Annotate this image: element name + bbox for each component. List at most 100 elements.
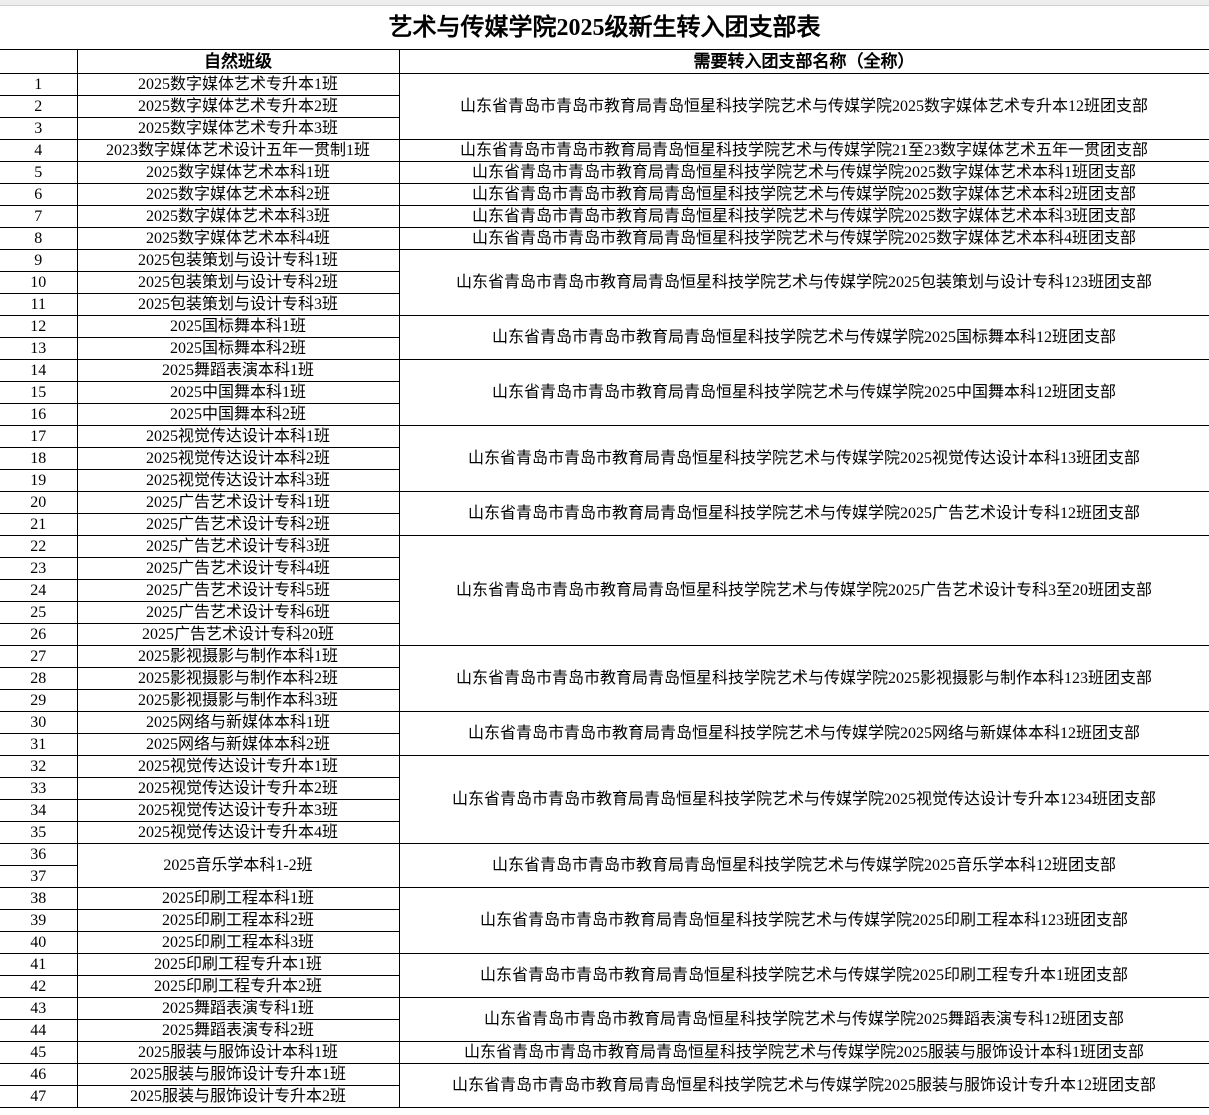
branch-cell: 山东省青岛市青岛市教育局青岛恒星科技学院艺术与传媒学院2025广告艺术设计专科1… [398, 491, 1209, 536]
table-row: 3 2025数字媒体艺术专升本3班 [0, 117, 1209, 140]
table-row: 17 2025视觉传达设计本科1班 山东省青岛市青岛市教育局青岛恒星科技学院艺术与传… [0, 425, 1209, 492]
table-row: 33 2025视觉传达设计专升本2班 [0, 777, 1209, 800]
class-cell: 2025中国舞本科2班 [76, 403, 400, 426]
class-cell: 2025广告艺术设计专科1班 [76, 491, 400, 514]
table-row: 8 2025数字媒体艺术本科4班 山东省青岛市青岛市教育局青岛恒星科技学院艺术与传媒… [0, 227, 1209, 250]
table-row: 16 2025中国舞本科2班 [0, 403, 1209, 426]
spreadsheet-header-strip [0, 0, 1209, 6]
row-number: 30 [0, 711, 78, 734]
class-cell: 2025包装策划与设计专科3班 [76, 293, 400, 316]
table-row: 38 2025印刷工程本科1班 山东省青岛市青岛市教育局青岛恒星科技学院艺术与传媒学… [0, 887, 1209, 954]
class-cell: 2025音乐学本科1-2班 [76, 843, 400, 888]
class-cell: 2025国标舞本科2班 [76, 337, 400, 360]
table-row: 46 2025服装与服饰设计专升本1班 山东省青岛市青岛市教育局青岛恒星科技学院艺术… [0, 1063, 1209, 1108]
class-cell: 2025数字媒体艺术本科2班 [76, 183, 400, 206]
table-row: 26 2025广告艺术设计专科20班 [0, 623, 1209, 646]
table-row: 44 2025舞蹈表演专科2班 [0, 1019, 1209, 1042]
table-row: 20 2025广告艺术设计专科1班 山东省青岛市青岛市教育局青岛恒星科技学院艺术与传… [0, 491, 1209, 536]
row-number: 5 [0, 161, 78, 184]
row-number: 13 [0, 337, 78, 360]
class-cell: 2025包装策划与设计专科1班 [76, 249, 400, 272]
row-number: 38 [0, 887, 78, 910]
row-number: 26 [0, 623, 78, 646]
row-number: 25 [0, 601, 78, 624]
branch-cell: 山东省青岛市青岛市教育局青岛恒星科技学院艺术与传媒学院2025视觉传达设计专升本… [398, 755, 1209, 844]
table-row: 22 2025广告艺术设计专科3班 山东省青岛市青岛市教育局青岛恒星科技学院艺术与传… [0, 535, 1209, 646]
branch-cell: 山东省青岛市青岛市教育局青岛恒星科技学院艺术与传媒学院2025包装策划与设计专科… [398, 249, 1209, 316]
row-number: 34 [0, 799, 78, 822]
row-number: 10 [0, 271, 78, 294]
table-row: 27 2025影视摄影与制作本科1班 山东省青岛市青岛市教育局青岛恒星科技学院艺术与… [0, 645, 1209, 712]
branch-cell: 山东省青岛市青岛市教育局青岛恒星科技学院艺术与传媒学院2025影视摄影与制作本科… [398, 645, 1209, 712]
table-row: 7 2025数字媒体艺术本科3班 山东省青岛市青岛市教育局青岛恒星科技学院艺术与传媒… [0, 205, 1209, 228]
class-cell: 2023数字媒体艺术设计五年一贯制1班 [76, 139, 400, 162]
class-cell: 2025数字媒体艺术专升本1班 [76, 73, 400, 96]
row-number: 28 [0, 667, 78, 690]
row-number: 40 [0, 931, 78, 954]
class-cell: 2025视觉传达设计本科3班 [76, 469, 400, 492]
row-number: 31 [0, 733, 78, 756]
table-row: 9 2025包装策划与设计专科1班 山东省青岛市青岛市教育局青岛恒星科技学院艺术与传… [0, 249, 1209, 316]
class-cell: 2025影视摄影与制作本科1班 [76, 645, 400, 668]
branch-cell: 山东省青岛市青岛市教育局青岛恒星科技学院艺术与传媒学院2025视觉传达设计本科1… [398, 425, 1209, 492]
class-cell: 2025印刷工程本科3班 [76, 931, 400, 954]
row-number: 46 [0, 1063, 78, 1086]
row-number: 44 [0, 1019, 78, 1042]
table-row: 40 2025印刷工程本科3班 [0, 931, 1209, 954]
class-cell: 2025广告艺术设计专科20班 [76, 623, 400, 646]
row-number: 6 [0, 183, 78, 206]
class-cell: 2025视觉传达设计本科2班 [76, 447, 400, 470]
table-row: 18 2025视觉传达设计本科2班 [0, 447, 1209, 470]
row-number: 39 [0, 909, 78, 932]
row-number: 24 [0, 579, 78, 602]
header-class: 自然班级 [76, 49, 400, 74]
row-number: 35 [0, 821, 78, 844]
row-number: 45 [0, 1041, 78, 1064]
row-number: 18 [0, 447, 78, 470]
class-cell: 2025服装与服饰设计本科1班 [76, 1041, 400, 1064]
row-number: 3 [0, 117, 78, 140]
class-cell: 2025广告艺术设计专科4班 [76, 557, 400, 580]
table-title: 艺术与传媒学院2025级新生转入团支部表 [0, 6, 1209, 50]
row-number: 4 [0, 139, 78, 162]
table-row: 24 2025广告艺术设计专科5班 [0, 579, 1209, 602]
row-number: 22 [0, 535, 78, 558]
branch-cell: 山东省青岛市青岛市教育局青岛恒星科技学院艺术与传媒学院2025数字媒体艺术本科4… [398, 227, 1209, 250]
table-row: 12 2025国标舞本科1班 山东省青岛市青岛市教育局青岛恒星科技学院艺术与传媒学院… [0, 315, 1209, 360]
row-number: 32 [0, 755, 78, 778]
row-number: 29 [0, 689, 78, 712]
class-cell: 2025数字媒体艺术本科4班 [76, 227, 400, 250]
transfer-table: 艺术与传媒学院2025级新生转入团支部表 自然班级 需要转入团支部名称（全称） … [0, 6, 1209, 1108]
table-row: 34 2025视觉传达设计专升本3班 [0, 799, 1209, 822]
class-cell: 2025数字媒体艺术本科3班 [76, 205, 400, 228]
row-number: 16 [0, 403, 78, 426]
class-cell: 2025舞蹈表演专科2班 [76, 1019, 400, 1042]
header-branch: 需要转入团支部名称（全称） [398, 49, 1209, 74]
table-row: 19 2025视觉传达设计本科3班 [0, 469, 1209, 492]
table-row: 23 2025广告艺术设计专科4班 [0, 557, 1209, 580]
class-cell: 2025印刷工程专升本2班 [76, 975, 400, 998]
class-cell: 2025影视摄影与制作本科3班 [76, 689, 400, 712]
row-number: 21 [0, 513, 78, 536]
class-cell: 2025广告艺术设计专科6班 [76, 601, 400, 624]
class-cell: 2025印刷工程本科1班 [76, 887, 400, 910]
table-row: 43 2025舞蹈表演专科1班 山东省青岛市青岛市教育局青岛恒星科技学院艺术与传媒学… [0, 997, 1209, 1042]
branch-cell: 山东省青岛市青岛市教育局青岛恒星科技学院艺术与传媒学院2025数字媒体艺术本科3… [398, 205, 1209, 228]
row-number: 36 [0, 843, 78, 866]
row-number: 7 [0, 205, 78, 228]
branch-cell: 山东省青岛市青岛市教育局青岛恒星科技学院艺术与传媒学院2025音乐学本科12班团… [398, 843, 1209, 888]
row-number: 37 [0, 865, 78, 888]
table-row: 1 2025数字媒体艺术专升本1班 山东省青岛市青岛市教育局青岛恒星科技学院艺术与传… [0, 73, 1209, 140]
row-number: 47 [0, 1085, 78, 1108]
table-row: 4 2023数字媒体艺术设计五年一贯制1班 山东省青岛市青岛市教育局青岛恒星科技学院… [0, 139, 1209, 162]
row-number: 17 [0, 425, 78, 448]
branch-cell: 山东省青岛市青岛市教育局青岛恒星科技学院艺术与传媒学院2025广告艺术设计专科3… [398, 535, 1209, 646]
class-cell: 2025视觉传达设计本科1班 [76, 425, 400, 448]
row-number: 20 [0, 491, 78, 514]
branch-cell: 山东省青岛市青岛市教育局青岛恒星科技学院艺术与传媒学院2025服装与服饰设计本科… [398, 1041, 1209, 1064]
class-cell: 2025视觉传达设计专升本3班 [76, 799, 400, 822]
branch-cell: 山东省青岛市青岛市教育局青岛恒星科技学院艺术与传媒学院2025服装与服饰设计专升… [398, 1063, 1209, 1108]
class-cell: 2025印刷工程本科2班 [76, 909, 400, 932]
class-cell: 2025国标舞本科1班 [76, 315, 400, 338]
row-number: 8 [0, 227, 78, 250]
